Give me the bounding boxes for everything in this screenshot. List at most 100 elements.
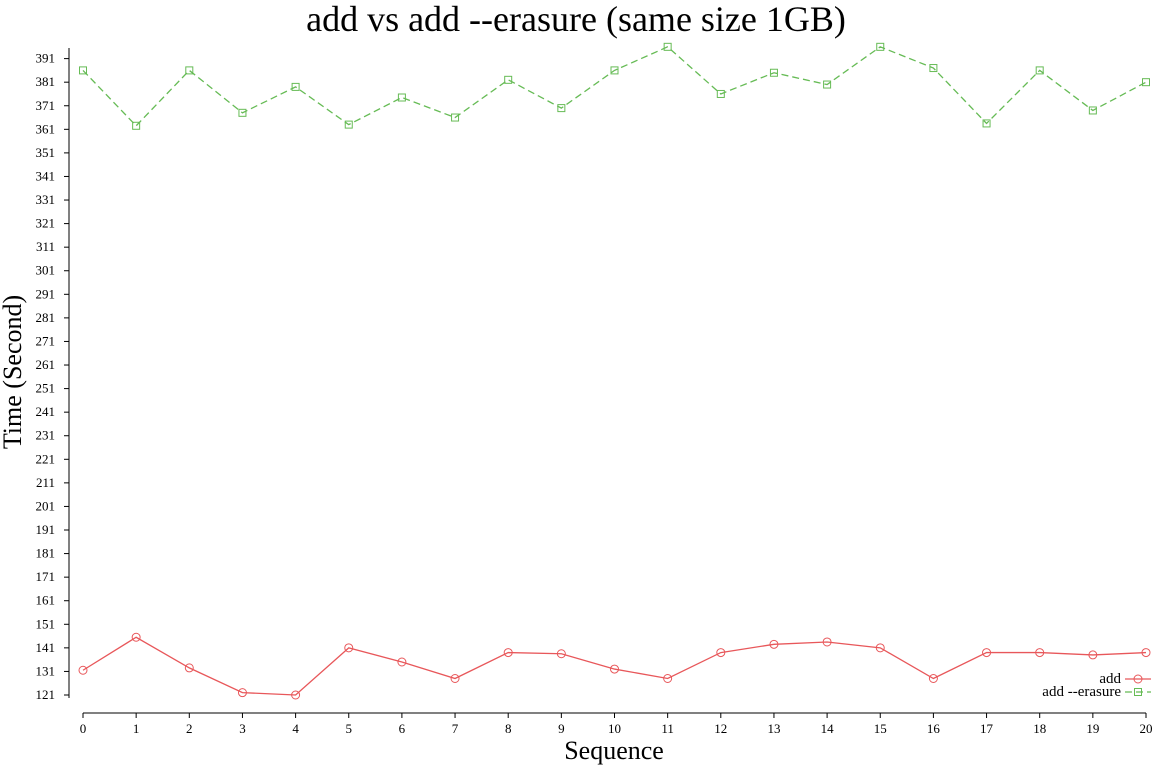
- y-tick-label: 351: [36, 145, 56, 160]
- x-tick-label: 0: [80, 721, 87, 736]
- data-point: [557, 104, 566, 113]
- data-point: [769, 639, 779, 649]
- x-tick-label: 20: [1140, 721, 1152, 736]
- y-tick-label: 211: [36, 475, 55, 490]
- data-point: [822, 637, 832, 647]
- data-point: [451, 113, 460, 122]
- series-layer: [78, 42, 1151, 700]
- y-axis-label: Time (Second): [0, 295, 27, 449]
- legend-label: add: [1099, 671, 1121, 687]
- data-point: [78, 665, 88, 675]
- y-tick-label: 121: [36, 687, 56, 702]
- y-tick-label: 261: [36, 357, 56, 372]
- series-line: [82, 46, 1147, 127]
- data-point: [397, 93, 406, 102]
- y-tick-label: 161: [36, 593, 56, 608]
- x-tick-label: 10: [608, 721, 621, 736]
- data-point: [1035, 66, 1044, 75]
- y-tick-label: 231: [36, 428, 56, 443]
- x-tick-label: 9: [558, 721, 565, 736]
- x-tick-label: 18: [1033, 721, 1046, 736]
- data-point: [397, 657, 407, 667]
- x-tick-label: 17: [980, 721, 994, 736]
- data-point: [663, 42, 672, 51]
- x-tick-label: 3: [239, 721, 246, 736]
- data-point: [1142, 78, 1150, 87]
- data-point: [238, 108, 247, 117]
- y-axis-ticks: 121 131 141 151 161 171 181 191 201 211 221 231 241 2…: [36, 51, 69, 702]
- y-tick-label: 301: [36, 263, 56, 278]
- y-tick-label: 331: [36, 192, 56, 207]
- y-tick-label: 181: [36, 546, 56, 561]
- data-point: [982, 119, 991, 128]
- data-point: [185, 66, 194, 75]
- data-point: [450, 674, 460, 684]
- y-tick-label: 251: [36, 381, 56, 396]
- data-point: [610, 66, 619, 75]
- x-tick-label: 15: [874, 721, 887, 736]
- x-tick-label: 13: [767, 721, 780, 736]
- x-axis-label: Sequence: [564, 736, 664, 765]
- data-point: [291, 82, 300, 91]
- data-point: [823, 80, 832, 89]
- data-point: [131, 632, 141, 642]
- x-tick-label: 8: [505, 721, 512, 736]
- data-point: [716, 648, 726, 658]
- y-tick-label: 341: [36, 168, 56, 183]
- data-point: [1088, 106, 1097, 115]
- series-add: [78, 632, 1151, 700]
- data-point: [132, 121, 141, 130]
- y-tick-label: 391: [36, 51, 56, 66]
- x-tick-label: 6: [399, 721, 406, 736]
- x-tick-label: 19: [1086, 721, 1099, 736]
- data-point: [769, 68, 778, 77]
- data-point: [610, 664, 619, 674]
- data-point: [184, 663, 194, 673]
- data-point: [1035, 648, 1045, 658]
- data-point: [982, 648, 992, 658]
- data-point: [928, 674, 938, 684]
- y-tick-label: 171: [36, 569, 56, 584]
- x-axis-ticks: 0 1 2 3 4 5 6 7 8 9 10 11 12 13 14 15 16 17 18 19 20: [80, 713, 1152, 736]
- x-tick-label: 5: [346, 721, 353, 736]
- data-point: [344, 120, 353, 129]
- y-tick-label: 361: [36, 121, 56, 136]
- data-point: [663, 674, 673, 684]
- y-tick-label: 291: [36, 286, 56, 301]
- data-point: [503, 648, 513, 658]
- y-tick-label: 141: [36, 640, 56, 655]
- data-point: [875, 643, 885, 653]
- x-tick-label: 2: [186, 721, 193, 736]
- data-point: [291, 690, 301, 700]
- y-tick-label: 151: [36, 616, 56, 631]
- chart-title: add vs add --erasure (same size 1GB): [306, 0, 846, 39]
- data-point: [79, 66, 87, 75]
- data-point: [876, 42, 885, 51]
- data-point: [1141, 648, 1151, 658]
- y-tick-label: 381: [36, 74, 56, 89]
- data-point: [344, 643, 354, 653]
- legend-label: add --erasure: [1042, 684, 1121, 700]
- series-add-erasure: [79, 42, 1150, 130]
- data-point: [556, 649, 566, 659]
- y-tick-label: 371: [36, 98, 56, 113]
- y-tick-label: 191: [36, 522, 56, 537]
- x-tick-label: 16: [927, 721, 941, 736]
- x-tick-label: 7: [452, 721, 459, 736]
- y-tick-label: 221: [36, 451, 56, 466]
- data-point: [1088, 650, 1098, 660]
- data-point: [716, 89, 725, 98]
- x-tick-label: 12: [714, 721, 727, 736]
- y-tick-label: 201: [36, 498, 56, 513]
- x-tick-label: 4: [292, 721, 299, 736]
- data-point: [929, 64, 938, 73]
- legend-swatch-marker: [1134, 688, 1142, 696]
- x-tick-label: 14: [821, 721, 835, 736]
- x-tick-label: 11: [661, 721, 674, 736]
- legend-swatch-marker: [1133, 674, 1143, 684]
- y-tick-label: 321: [36, 216, 56, 231]
- data-point: [504, 75, 513, 84]
- data-point: [237, 688, 247, 698]
